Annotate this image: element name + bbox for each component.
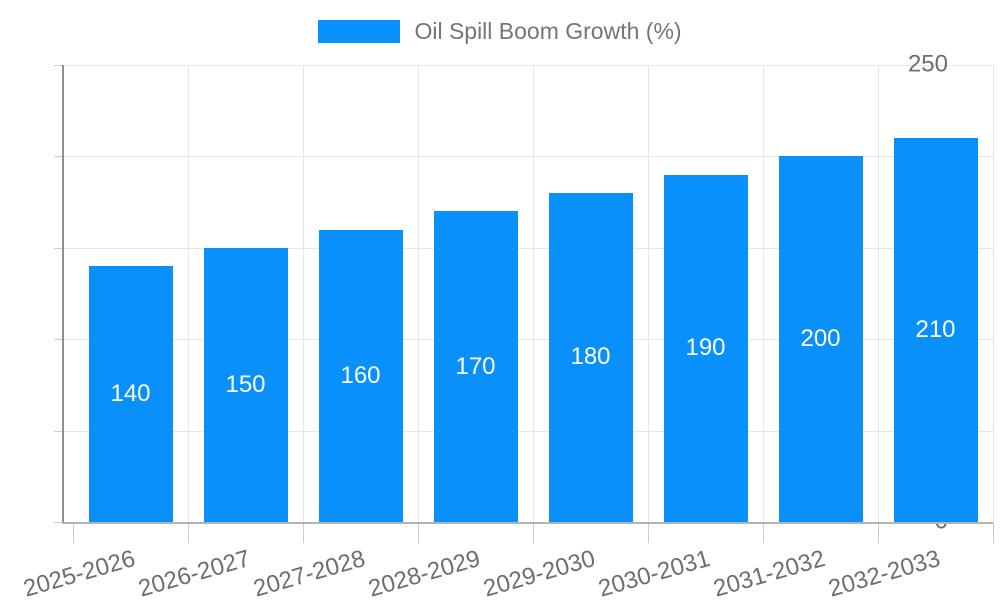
x-axis-label: 2031-2032 bbox=[710, 545, 828, 600]
bar[interactable] bbox=[778, 156, 863, 522]
x-tick-icon bbox=[73, 523, 74, 543]
x-axis-label: 2030-2031 bbox=[595, 545, 713, 600]
x-axis-label: 2032-2033 bbox=[825, 545, 943, 600]
bar[interactable] bbox=[548, 192, 633, 522]
x-tick-icon bbox=[993, 523, 994, 543]
y-gridline bbox=[63, 339, 993, 340]
y-tick-icon bbox=[54, 522, 63, 523]
y-tick-icon bbox=[54, 431, 63, 432]
bar-value-label: 140 bbox=[110, 380, 151, 408]
legend[interactable]: Oil Spill Boom Growth (%) bbox=[0, 18, 1000, 45]
x-axis-label: 2028-2029 bbox=[365, 545, 483, 600]
x-gridline bbox=[648, 65, 649, 522]
x-tick-icon bbox=[878, 523, 879, 543]
bar-value-label: 190 bbox=[685, 334, 726, 362]
y-tick-icon bbox=[54, 248, 63, 249]
bar-value-label: 170 bbox=[455, 352, 496, 380]
x-tick-icon bbox=[303, 523, 304, 543]
x-gridline bbox=[303, 65, 304, 522]
y-tick-icon bbox=[54, 156, 63, 157]
x-gridline bbox=[878, 65, 879, 522]
bar[interactable] bbox=[433, 211, 518, 522]
x-gridline bbox=[993, 65, 994, 522]
x-gridline bbox=[763, 65, 764, 522]
bar-value-label: 200 bbox=[800, 325, 841, 353]
y-tick-icon bbox=[54, 65, 63, 66]
bar-value-label: 180 bbox=[570, 343, 611, 371]
bar-value-label: 160 bbox=[340, 361, 381, 389]
y-tick-icon bbox=[54, 339, 63, 340]
bar[interactable] bbox=[318, 229, 403, 522]
x-axis-label: 2025-2026 bbox=[20, 545, 138, 600]
x-tick-icon bbox=[648, 523, 649, 543]
bar[interactable] bbox=[663, 174, 748, 522]
bar[interactable] bbox=[893, 138, 978, 522]
x-tick-icon bbox=[418, 523, 419, 543]
y-gridline bbox=[63, 431, 993, 432]
x-axis-label: 2029-2030 bbox=[480, 545, 598, 600]
x-gridline bbox=[188, 65, 189, 522]
legend-label: Oil Spill Boom Growth (%) bbox=[414, 18, 682, 44]
x-tick-icon bbox=[533, 523, 534, 543]
y-axis-line bbox=[62, 65, 64, 522]
x-axis-label: 2026-2027 bbox=[135, 545, 253, 600]
y-gridline bbox=[63, 65, 993, 66]
legend-swatch-icon bbox=[318, 20, 401, 43]
bar-value-label: 150 bbox=[225, 370, 266, 398]
x-baseline bbox=[62, 522, 993, 524]
y-gridline bbox=[63, 156, 993, 157]
x-tick-icon bbox=[763, 523, 764, 543]
y-axis-label: 250 bbox=[907, 50, 948, 78]
bar-value-label: 210 bbox=[915, 316, 956, 344]
bar[interactable] bbox=[88, 266, 173, 522]
y-gridline bbox=[63, 248, 993, 249]
x-tick-icon bbox=[188, 523, 189, 543]
x-gridline bbox=[418, 65, 419, 522]
x-gridline bbox=[533, 65, 534, 522]
x-axis-label: 2027-2028 bbox=[250, 545, 368, 600]
bar[interactable] bbox=[203, 247, 288, 522]
